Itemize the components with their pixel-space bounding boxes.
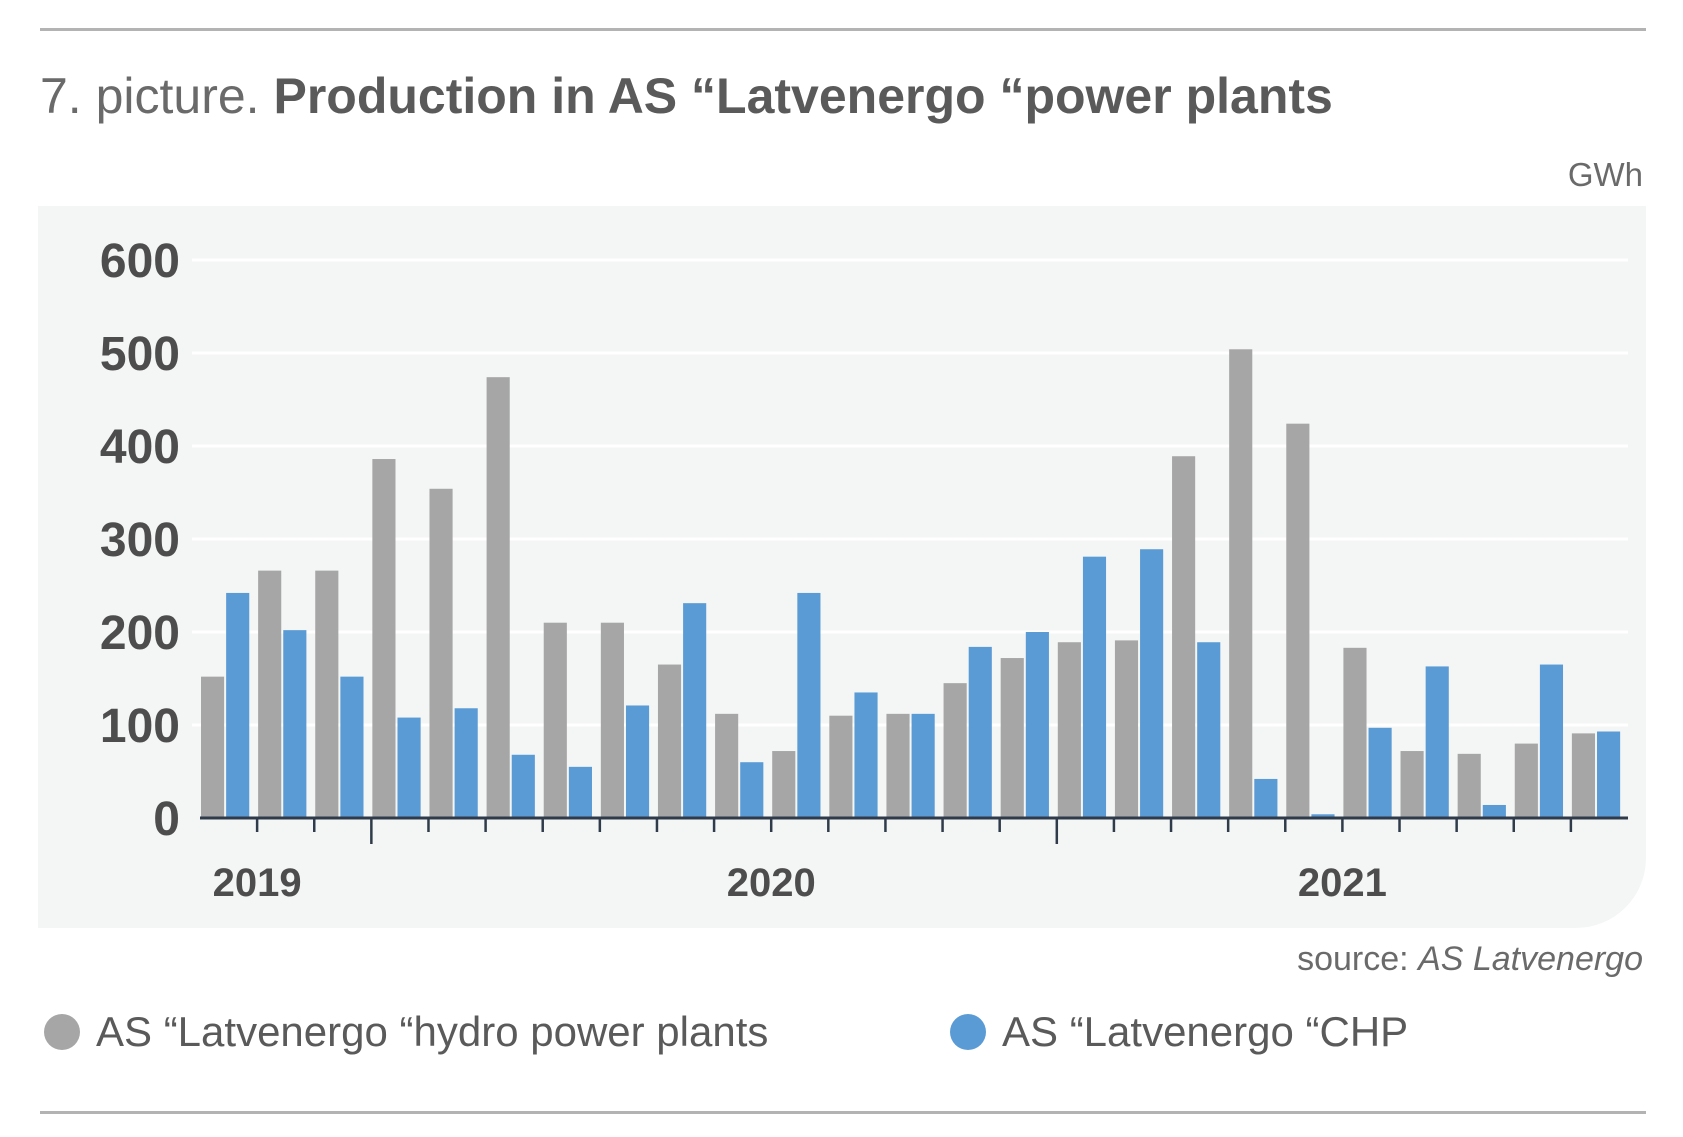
y-tick-label: 600 [100,235,180,288]
bar-hydro [315,570,339,818]
bar-hydro [372,459,396,818]
bar-chart: 0 100 200 300 400 500 600 2019 2020 2021 [100,235,1628,905]
bar-chp [1082,556,1107,818]
bar-hydro [1229,349,1253,818]
bar-hydro [1514,743,1538,818]
bottom-rule [40,1111,1646,1114]
bar-chp [397,717,421,818]
bar-chp [226,592,250,818]
chart-title: 7. picture. Production in AS “Latvenergo… [40,66,1333,126]
bar-hydro [1000,658,1024,818]
bar-hydro [1343,647,1367,818]
bar-chp [1482,804,1506,818]
bar-hydro [429,488,453,818]
bar-chp [340,676,364,818]
bar-chp [1597,731,1621,818]
bar-chp [283,630,307,818]
bar-hydro [486,377,510,818]
bar-chp [1425,666,1449,818]
source-note: source: AS Latvenergo [1297,940,1643,979]
bar-chp [1368,727,1392,818]
bar-chp [968,646,992,818]
bar-hydro [543,622,567,818]
y-tick-label: 500 [100,328,180,381]
y-tick-label: 100 [100,700,180,753]
y-tick-label: 0 [153,793,180,846]
title-main: Production in AS “Latvenergo “power plan… [273,68,1333,124]
bar-chp [1539,664,1564,818]
bar-hydro [1172,456,1196,818]
bar-chp [1025,632,1049,818]
y-tick-label: 200 [100,607,180,660]
year-label: 2020 [727,861,816,905]
year-label: 2021 [1298,861,1387,905]
bar-hydro [943,683,967,818]
title-prefix: 7. picture. [40,68,260,124]
source-prefix: source: [1297,940,1409,978]
bar-hydro [258,570,282,818]
bar-chp [854,692,878,818]
bar-chp [568,766,592,818]
bar-chp [1311,814,1335,818]
bar-chp [454,708,478,818]
source-name: AS Latvenergo [1418,940,1643,978]
legend-label-hydro: AS “Latvenergo “hydro power plants [96,1008,769,1055]
bar-hydro [715,713,739,818]
legend-item-chp: AS “Latvenergo “CHP [950,1008,1408,1056]
chart-panel: 0 100 200 300 400 500 600 2019 2020 2021 [38,206,1646,928]
bar-chp [911,713,935,818]
bar-hydro [829,715,853,818]
legend-dot-hydro [44,1014,80,1050]
top-rule [40,28,1646,31]
bar-chp [1254,778,1278,818]
legend-item-hydro: AS “Latvenergo “hydro power plants [44,1008,768,1056]
bar-chp [511,754,535,818]
unit-label: GWh [1567,156,1643,193]
bar-hydro [1114,640,1139,818]
bar-chp [1140,549,1164,818]
bar-hydro [201,676,225,818]
bar-chp [740,762,764,818]
bar-hydro [772,751,796,818]
y-tick-label: 300 [100,514,180,567]
bar-hydro [600,622,624,818]
bar-chp [625,705,650,818]
legend-dot-chp [950,1014,986,1050]
bar-chp [1197,642,1221,818]
bar-hydro [1286,423,1310,818]
bar-hydro [1057,642,1081,818]
bar-hydro [886,713,910,818]
bar-hydro [657,664,682,818]
legend-label-chp: AS “Latvenergo “CHP [1002,1008,1409,1055]
bar-hydro [1457,753,1481,818]
bar-chp [797,592,821,818]
bar-hydro [1400,751,1424,818]
bar-hydro [1571,733,1596,818]
y-tick-label: 400 [100,421,180,474]
bar-chp [683,603,707,818]
year-label: 2019 [213,861,302,905]
